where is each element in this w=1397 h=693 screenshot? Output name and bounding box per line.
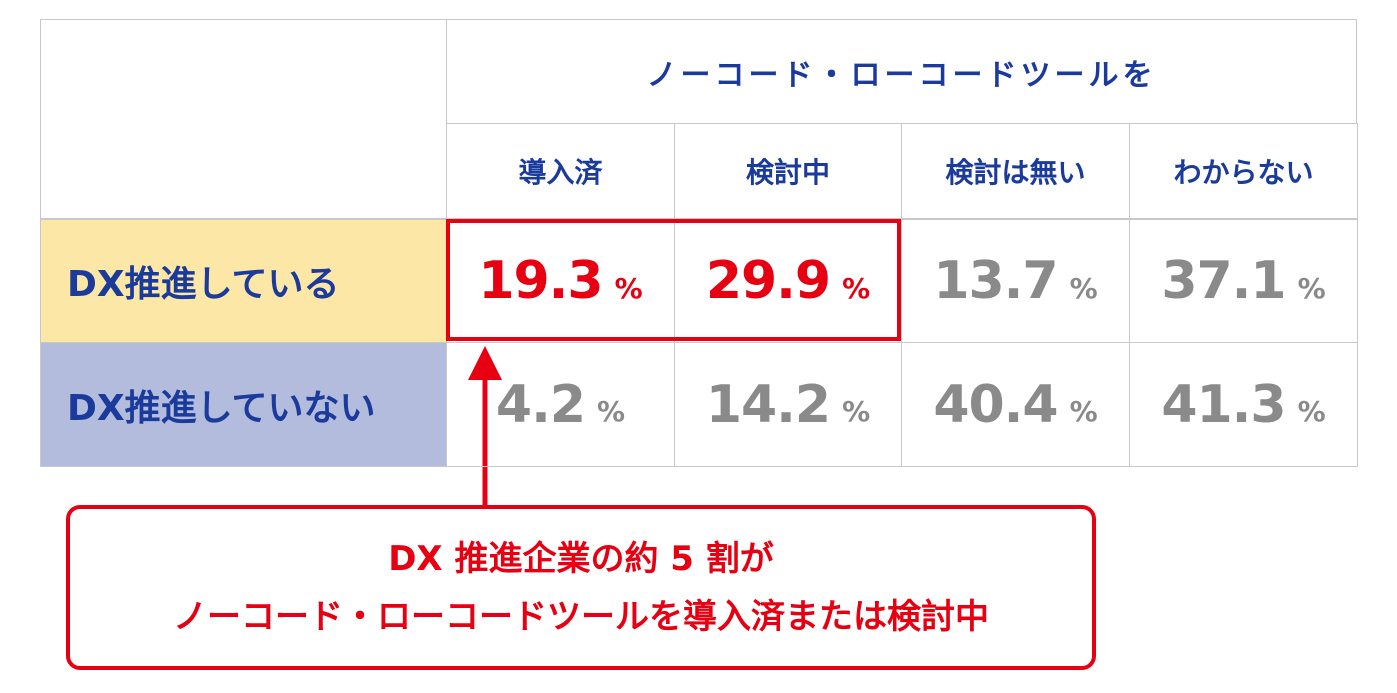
value-cell: 29.9% <box>674 219 902 343</box>
value: 4.2 <box>495 374 586 435</box>
unit: % <box>1069 395 1098 428</box>
value: 40.4 <box>933 374 1058 435</box>
value-cell: 4.2% <box>446 342 675 467</box>
unit: % <box>842 271 871 305</box>
unit: % <box>1297 395 1326 428</box>
column-header: わからない <box>1129 123 1358 219</box>
callout-line: DX 推進企業の約 5 割が <box>388 538 774 579</box>
value: 29.9 <box>705 251 831 311</box>
unit: % <box>614 271 643 305</box>
value: 13.7 <box>933 251 1058 311</box>
unit: % <box>842 395 871 428</box>
highlight-box <box>446 219 901 341</box>
row-label: DX推進していない <box>40 342 447 467</box>
callout-line: ノーコード・ローコードツールを導入済または検討中 <box>173 596 989 637</box>
unit: % <box>1069 271 1098 305</box>
value-cell: 40.4% <box>901 342 1130 467</box>
column-header: 検討は無い <box>901 123 1130 219</box>
column-header: 導入済 <box>446 123 675 219</box>
callout: DX 推進企業の約 5 割が ノーコード・ローコードツールを導入済または検討中 <box>66 505 1096 670</box>
unit: % <box>597 395 626 428</box>
value: 41.3 <box>1161 374 1286 435</box>
unit: % <box>1297 271 1326 305</box>
row-label: DX推進している <box>40 219 447 343</box>
value-cell: 14.2% <box>674 342 902 467</box>
arrow-head <box>468 346 502 380</box>
value-cell: 41.3% <box>1129 342 1358 467</box>
value: 19.3 <box>478 251 603 311</box>
value-cell: 37.1% <box>1129 219 1358 343</box>
value-cell: 13.7% <box>901 219 1130 343</box>
value: 37.1 <box>1161 251 1286 311</box>
value-cell: 19.3% <box>446 219 675 343</box>
value: 14.2 <box>705 374 831 435</box>
column-header: 検討中 <box>674 123 902 219</box>
